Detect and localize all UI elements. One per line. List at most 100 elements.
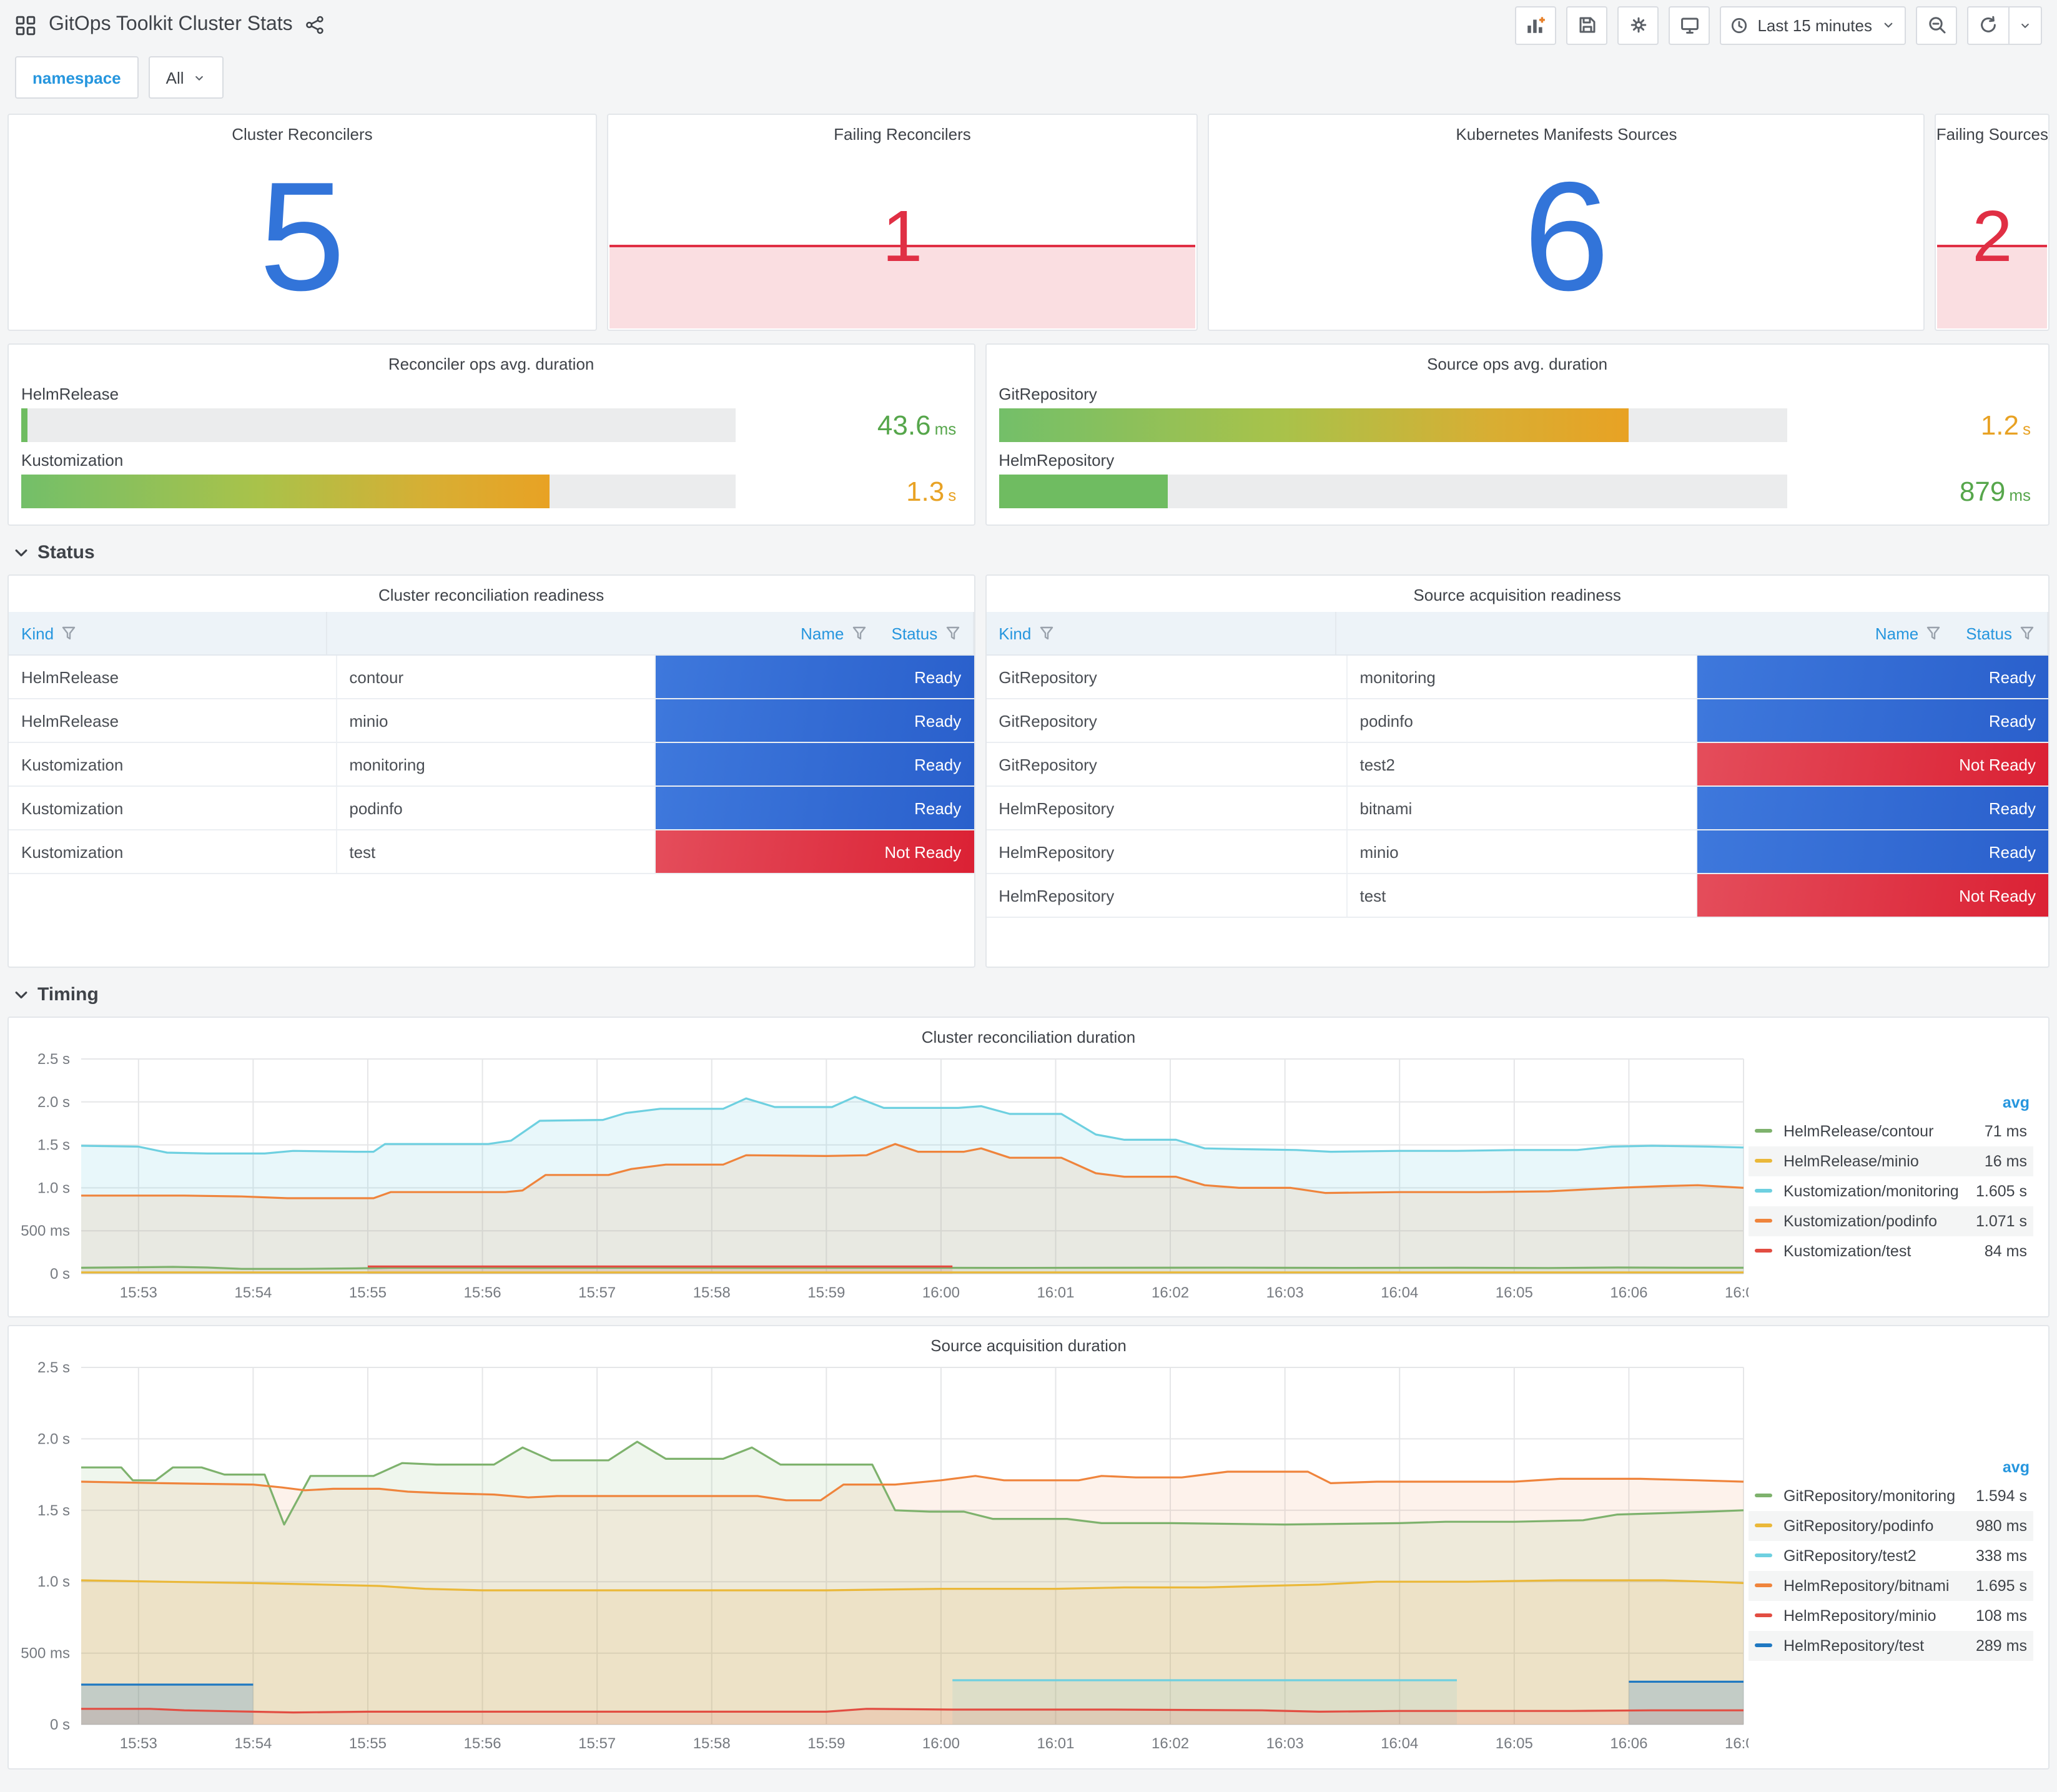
panel-title[interactable]: Source acquisition readiness bbox=[1413, 586, 1621, 604]
legend-item[interactable]: HelmRepository/test 289 ms bbox=[1749, 1630, 2033, 1660]
dashboard-grid-icon[interactable] bbox=[15, 14, 36, 36]
stat-value: 1 bbox=[882, 196, 923, 278]
series-avg-value: 1.071 s bbox=[1975, 1212, 2027, 1229]
panel-title[interactable]: Cluster reconciliation readiness bbox=[378, 586, 604, 604]
namespace-value-dropdown[interactable]: All bbox=[148, 56, 224, 99]
cell-kind: HelmRepository bbox=[986, 787, 1348, 829]
variable-label-namespace: namespace bbox=[15, 56, 139, 99]
column-header[interactable]: Status bbox=[879, 612, 974, 654]
table-row: HelmRepository minio Ready bbox=[986, 830, 2048, 874]
reconciler-ops-panel: Reconciler ops avg. duration HelmRelease… bbox=[7, 343, 975, 526]
cell-name: podinfo bbox=[1348, 699, 1698, 742]
legend-item[interactable]: HelmRelease/minio 16 ms bbox=[1749, 1146, 2033, 1176]
legend-item[interactable]: GitRepository/test2 338 ms bbox=[1749, 1540, 2033, 1570]
series-name: Kustomization/podinfo bbox=[1783, 1212, 1937, 1229]
time-series-plot[interactable]: 0 s 500 ms 1.0 s 1.5 s 2.0 s 2.5 s 15:53 15:54 1… bbox=[9, 1357, 1749, 1757]
zoom-out-button[interactable] bbox=[1916, 6, 1957, 44]
cell-name: minio bbox=[337, 699, 656, 742]
status-badge: Not Ready bbox=[1697, 743, 2048, 785]
series-name: HelmRepository/bitnami bbox=[1783, 1577, 1950, 1594]
svg-text:16:00: 16:00 bbox=[922, 1735, 960, 1752]
legend-item[interactable]: HelmRelease/contour 71 ms bbox=[1749, 1116, 2033, 1146]
series-name: GitRepository/test2 bbox=[1783, 1547, 1916, 1564]
table-row: GitRepository podinfo Ready bbox=[986, 699, 2048, 743]
column-header[interactable]: Name bbox=[327, 612, 879, 654]
filter-icon bbox=[852, 626, 866, 640]
legend-item[interactable]: Kustomization/podinfo 1.071 s bbox=[1749, 1206, 2033, 1236]
share-icon[interactable] bbox=[305, 15, 325, 35]
section-status[interactable]: Status bbox=[12, 542, 2050, 563]
panel-title[interactable]: Reconciler ops avg. duration bbox=[388, 355, 594, 373]
panel-title[interactable]: Kubernetes Manifests Sources bbox=[1456, 125, 1677, 144]
panel-title[interactable]: Source acquisition duration bbox=[930, 1336, 1127, 1355]
gauge-value: 1.2 s bbox=[1980, 409, 2031, 440]
legend-item[interactable]: HelmRepository/bitnami 1.695 s bbox=[1749, 1570, 2033, 1600]
column-header[interactable]: Name bbox=[1336, 612, 1953, 654]
add-panel-button[interactable] bbox=[1515, 6, 1557, 44]
legend-item[interactable]: HelmRepository/minio 108 ms bbox=[1749, 1600, 2033, 1630]
chevron-down-icon bbox=[195, 75, 204, 80]
legend-avg-header[interactable]: avg bbox=[2002, 1458, 2030, 1475]
status-badge: Not Ready bbox=[1697, 874, 2048, 917]
table-row: Kustomization podinfo Ready bbox=[9, 787, 974, 830]
cell-kind: HelmRelease bbox=[9, 699, 337, 742]
stat-panel: Failing Reconcilers 1 bbox=[606, 114, 1198, 331]
svg-text:0 s: 0 s bbox=[50, 1266, 70, 1282]
gauge-value: 879 ms bbox=[1959, 475, 2031, 506]
table-row: HelmRepository bitnami Ready bbox=[986, 787, 2048, 830]
table-row: HelmRelease contour Ready bbox=[9, 656, 974, 699]
section-timing[interactable]: Timing bbox=[12, 984, 2050, 1005]
table-row: GitRepository monitoring Ready bbox=[986, 656, 2048, 699]
dashboard-settings-button[interactable] bbox=[1617, 6, 1659, 44]
svg-text:15:53: 15:53 bbox=[120, 1735, 157, 1752]
panel-title[interactable]: Failing Sources bbox=[1936, 125, 2048, 144]
legend-item[interactable]: Kustomization/monitoring 1.605 s bbox=[1749, 1176, 2033, 1206]
source-readiness-table: Source acquisition readiness Kind Name bbox=[985, 574, 2050, 968]
gauge-track bbox=[21, 408, 736, 442]
time-series-plot[interactable]: 0 s 500 ms 1.0 s 1.5 s 2.0 s 2.5 s 15:53 15:54 1… bbox=[9, 1049, 1749, 1306]
refresh-button[interactable] bbox=[1967, 6, 2008, 44]
column-header[interactable]: Kind bbox=[9, 612, 327, 654]
tv-mode-button[interactable] bbox=[1669, 6, 1710, 44]
column-header[interactable]: Kind bbox=[986, 612, 1337, 654]
gauge-label: Kustomization bbox=[21, 451, 124, 470]
panel-title[interactable]: Cluster reconciliation duration bbox=[921, 1028, 1136, 1046]
refresh-interval-dropdown[interactable] bbox=[2008, 6, 2042, 44]
gauge-track bbox=[21, 475, 736, 508]
svg-text:15:58: 15:58 bbox=[693, 1284, 731, 1301]
cell-name: monitoring bbox=[337, 743, 656, 785]
cell-name: monitoring bbox=[1348, 656, 1698, 698]
panel-title[interactable]: Failing Reconcilers bbox=[834, 125, 971, 144]
series-color-mark bbox=[1755, 1129, 1772, 1133]
stat-sparkline bbox=[1937, 244, 2047, 328]
panel-title[interactable]: Cluster Reconcilers bbox=[232, 125, 373, 144]
chart-legend: avg GitRepository/monitoring 1.594 s Git… bbox=[1749, 1357, 2048, 1757]
legend-item[interactable]: GitRepository/podinfo 980 ms bbox=[1749, 1510, 2033, 1540]
legend-avg-header[interactable]: avg bbox=[2002, 1093, 2030, 1111]
gauge-panels-row: Reconciler ops avg. duration HelmRelease… bbox=[7, 343, 2050, 526]
table-header: Kind Name Status bbox=[986, 612, 2048, 656]
series-color-mark bbox=[1755, 1249, 1772, 1253]
filter-icon bbox=[62, 626, 76, 640]
table-row: HelmRepository test Not Ready bbox=[986, 874, 2048, 918]
status-badge: Ready bbox=[1697, 656, 2048, 698]
cell-name: minio bbox=[1348, 830, 1698, 873]
legend-item[interactable]: Kustomization/test 84 ms bbox=[1749, 1236, 2033, 1266]
column-header[interactable]: Status bbox=[1953, 612, 2048, 654]
time-range-picker[interactable]: Last 15 minutes bbox=[1720, 6, 1906, 44]
table-row: Kustomization monitoring Ready bbox=[9, 743, 974, 787]
svg-text:1.0 s: 1.0 s bbox=[37, 1573, 70, 1590]
panel-title[interactable]: Source ops avg. duration bbox=[1427, 355, 1608, 373]
legend-item[interactable]: GitRepository/monitoring 1.594 s bbox=[1749, 1480, 2033, 1510]
filter-icon bbox=[1040, 626, 1053, 640]
svg-text:1.5 s: 1.5 s bbox=[37, 1137, 70, 1154]
series-name: Kustomization/monitoring bbox=[1783, 1182, 1959, 1199]
cell-kind: Kustomization bbox=[9, 743, 337, 785]
filter-icon bbox=[1927, 626, 1940, 640]
series-color-mark bbox=[1755, 1553, 1772, 1557]
svg-text:15:58: 15:58 bbox=[693, 1735, 731, 1752]
svg-text:0 s: 0 s bbox=[50, 1716, 70, 1733]
save-dashboard-button[interactable] bbox=[1566, 6, 1608, 44]
cell-kind: GitRepository bbox=[986, 743, 1348, 785]
